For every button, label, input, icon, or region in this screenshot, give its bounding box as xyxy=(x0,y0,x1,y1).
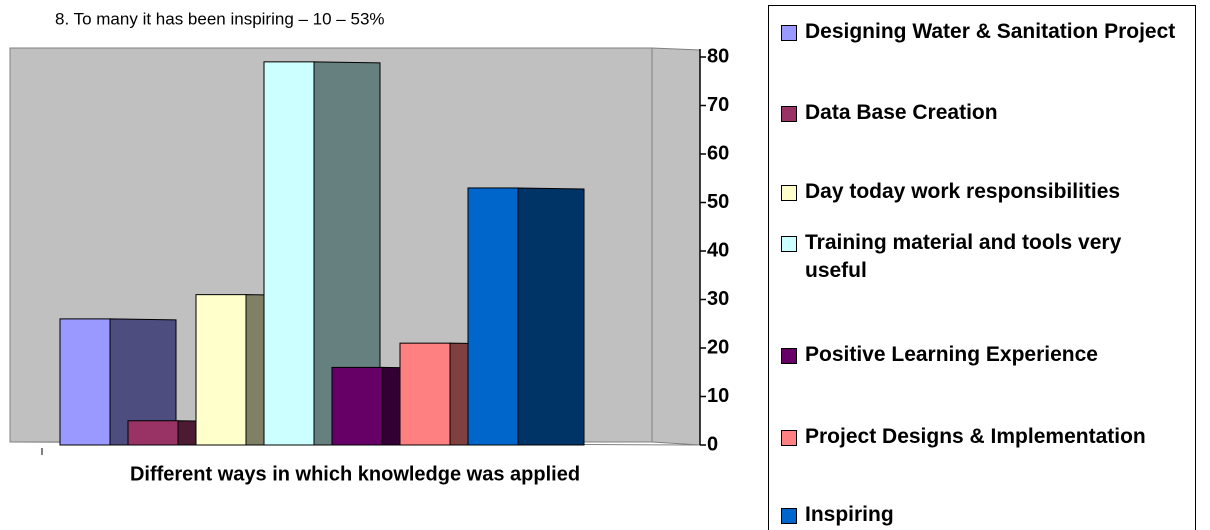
legend-item: Data Base Creation xyxy=(781,99,1186,127)
legend-item: Positive Learning Experience xyxy=(781,341,1186,369)
y-tick-label: 10 xyxy=(707,385,729,407)
y-tick-label: 80 xyxy=(707,45,729,67)
bar-front xyxy=(195,294,247,446)
legend-swatch xyxy=(781,106,797,122)
legend-swatch xyxy=(781,25,797,41)
y-tick-label: 30 xyxy=(707,288,729,310)
bar-front xyxy=(263,61,315,446)
bar-front xyxy=(127,420,179,446)
legend-label: Day today work responsibilities xyxy=(805,180,1121,203)
bar-front xyxy=(59,318,111,446)
legend-swatch xyxy=(781,348,797,364)
x-axis-label: Different ways in which knowledge was ap… xyxy=(130,463,580,485)
y-tick-label: 70 xyxy=(707,94,729,116)
legend-swatch xyxy=(781,508,797,524)
legend-label: Training material and tools very useful xyxy=(805,231,1122,282)
legend-label: Data Base Creation xyxy=(805,101,998,124)
legend-label: Inspiring xyxy=(805,503,894,526)
chart: 8. To many it has been inspiring – 10 – … xyxy=(9,9,729,485)
y-tick-label: 0 xyxy=(707,433,718,455)
legend-swatch xyxy=(781,236,797,252)
plot-side-wall xyxy=(651,47,701,446)
legend-label: Project Designs & Implementation xyxy=(805,425,1146,448)
bar-front xyxy=(331,366,383,446)
y-tick-label: 50 xyxy=(707,191,729,213)
y-tick-label: 40 xyxy=(707,239,729,261)
legend: Designing Water & Sanitation Project Data… xyxy=(768,5,1196,530)
bar-side xyxy=(517,187,585,446)
legend-item: Designing Water & Sanitation Project xyxy=(781,18,1186,46)
legend-label: Positive Learning Experience xyxy=(805,343,1098,366)
legend-item: Training material and tools very useful xyxy=(781,229,1186,285)
annotation: 8. To many it has been inspiring – 10 – … xyxy=(55,9,385,28)
legend-swatch xyxy=(781,185,797,201)
legend-swatch xyxy=(781,430,797,446)
y-tick-label: 60 xyxy=(707,142,729,164)
y-tick-label: 20 xyxy=(707,336,729,358)
bar-front xyxy=(467,187,519,446)
legend-item: Inspiring xyxy=(781,501,1186,529)
legend-item: Day today work responsibilities xyxy=(781,178,1186,206)
bar-front xyxy=(399,342,451,446)
legend-label: Designing Water & Sanitation Project xyxy=(805,20,1176,43)
legend-item: Project Designs & Implementation xyxy=(781,423,1186,451)
